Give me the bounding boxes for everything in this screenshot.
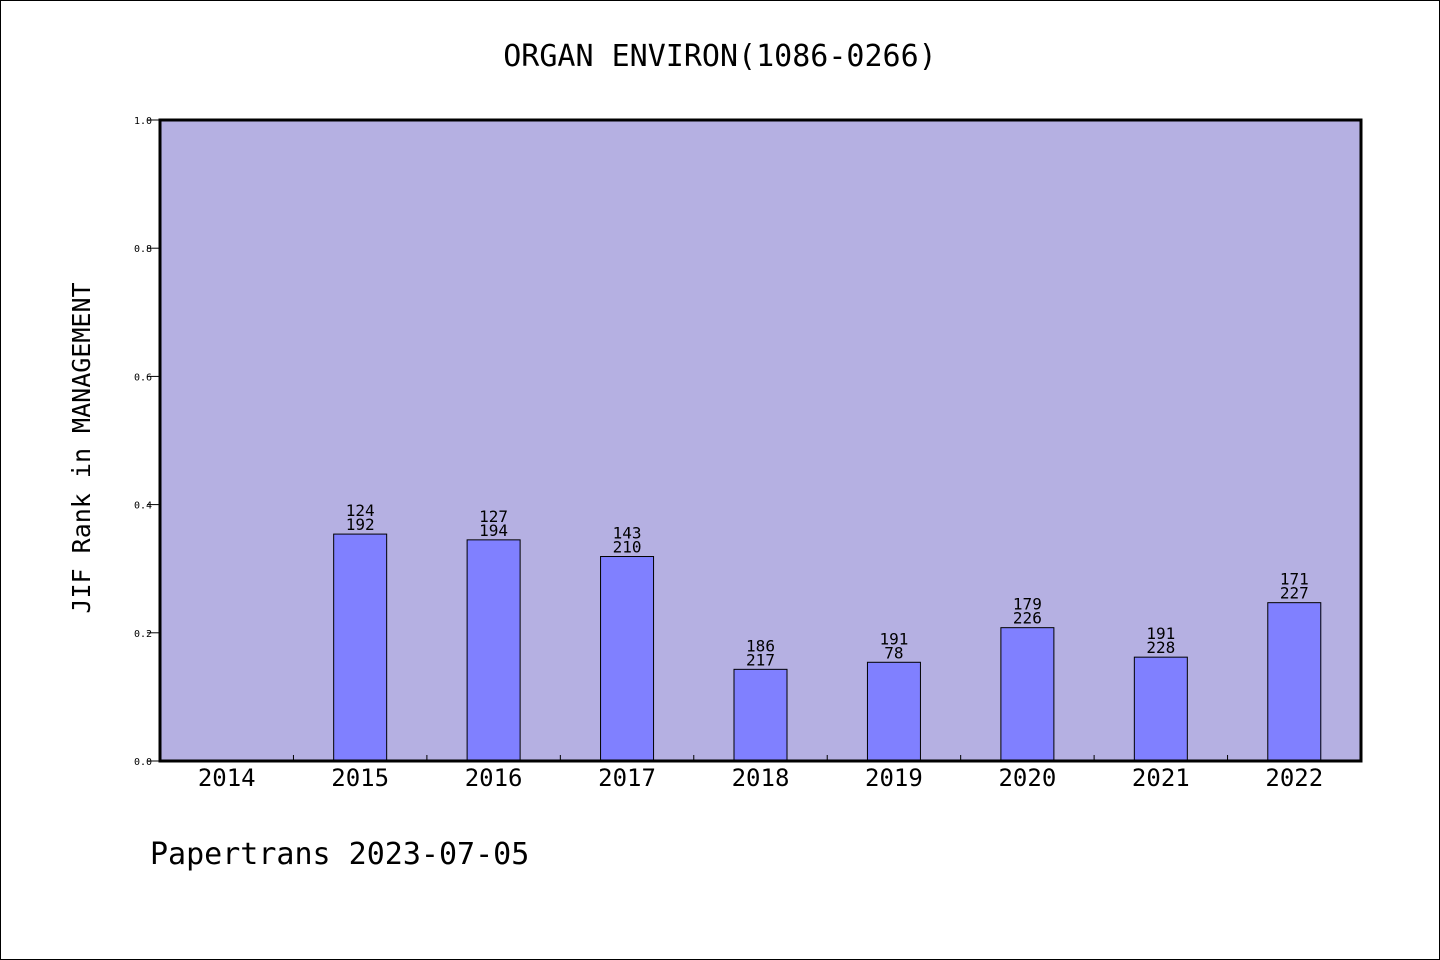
y-tick-label: 0.2 — [134, 629, 152, 640]
bar-total-label: 78 — [884, 643, 903, 662]
footer-credit: Papertrans 2023-07-05 — [150, 837, 529, 872]
x-tick-label: 2015 — [331, 764, 389, 792]
plot-border — [158, 118, 1363, 763]
bar-total-label: 217 — [746, 650, 775, 669]
bar-rank-label: 127 — [479, 507, 508, 526]
bar-rank-label: 186 — [746, 636, 775, 655]
y-tick-label: 0.0 — [134, 757, 152, 768]
bar-2017 — [600, 556, 655, 762]
bar-rank-label: 124 — [346, 501, 375, 520]
x-tick-label: 2020 — [998, 764, 1056, 792]
bars-layer — [333, 533, 1322, 762]
bar-rank-label: 191 — [879, 629, 908, 648]
bar-rank-label: 143 — [613, 524, 642, 543]
bar-total-label: 226 — [1013, 609, 1042, 628]
x-tick-label: 2017 — [598, 764, 656, 792]
bar-2019 — [866, 661, 921, 762]
bar-total-label: 210 — [613, 538, 642, 557]
y-tick-label: 0.8 — [134, 244, 152, 255]
bar-2021 — [1133, 656, 1188, 762]
bar-rank-label: 171 — [1280, 570, 1309, 589]
x-axis: 2014 2015 2016 2017 2018 2019 2020 2021 2022 — [198, 755, 1323, 792]
y-tick-label: 0.6 — [134, 372, 152, 383]
y-tick-label: 1.0 — [134, 116, 152, 127]
x-tick-label: 2019 — [865, 764, 923, 792]
x-tick-label: 2016 — [465, 764, 523, 792]
x-tick-label: 2014 — [198, 764, 256, 792]
y-axis-label: JIF Rank in MANAGEMENT — [67, 282, 96, 613]
x-tick-label: 2021 — [1132, 764, 1190, 792]
bar-2018 — [733, 668, 788, 762]
chart-title: ORGAN ENVIRON(1086-0266) — [503, 39, 936, 74]
bar-total-label: 192 — [346, 515, 375, 534]
bar-total-label: 228 — [1146, 638, 1175, 657]
bar-2016 — [466, 539, 521, 762]
bar-2020 — [1000, 627, 1055, 762]
x-tick-label: 2022 — [1265, 764, 1323, 792]
y-tick-label: 0.4 — [134, 501, 152, 512]
bar-rank-label: 191 — [1146, 624, 1175, 643]
bar-total-label: 227 — [1280, 584, 1309, 603]
bar-rank-label: 179 — [1013, 595, 1042, 614]
bar-2015 — [333, 533, 388, 762]
bar-total-label: 194 — [479, 521, 508, 540]
y-axis: 0.0 0.2 0.4 0.6 0.8 1.0 — [134, 116, 160, 768]
bar-2022 — [1267, 602, 1322, 762]
x-tick-label: 2018 — [732, 764, 790, 792]
